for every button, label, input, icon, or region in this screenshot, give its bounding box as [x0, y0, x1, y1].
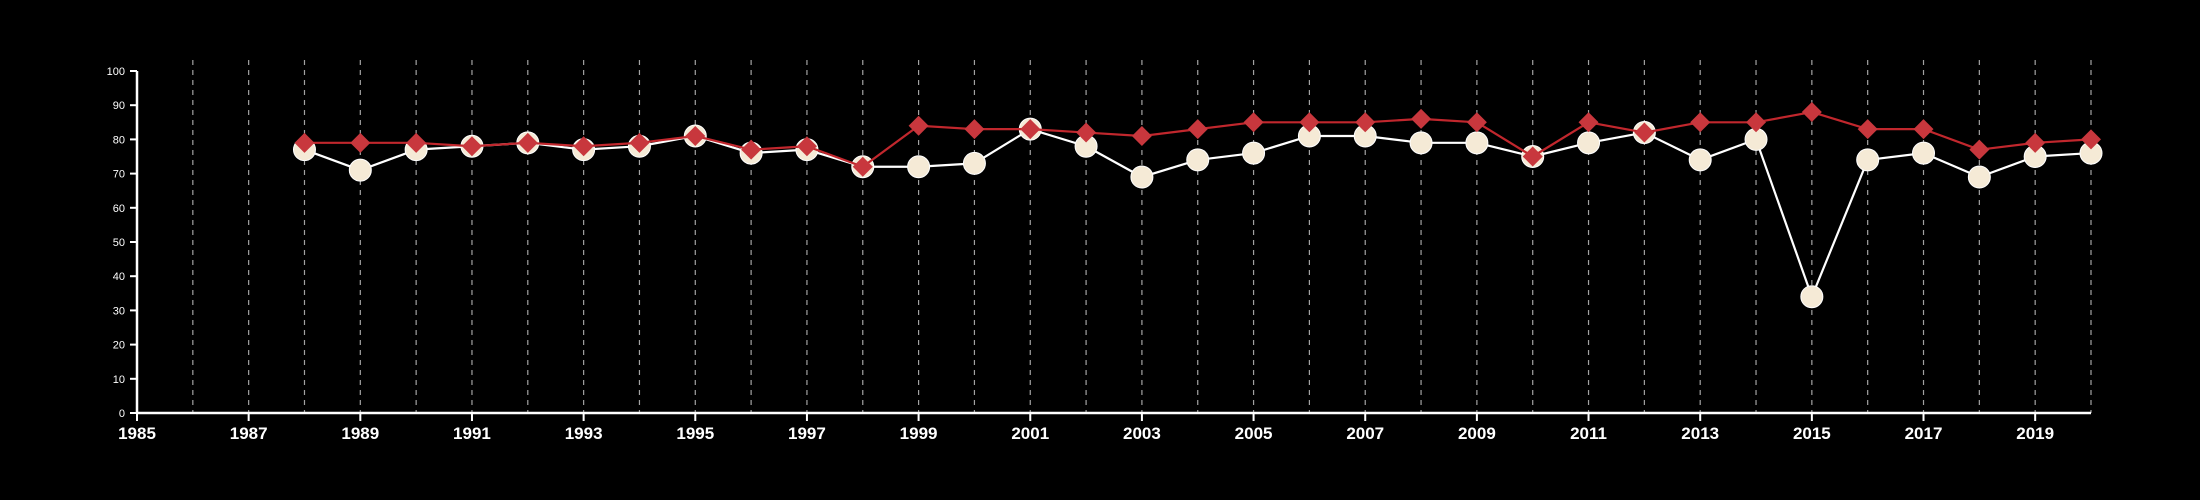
data-series: [292, 102, 2103, 309]
data-point: [2025, 132, 2046, 153]
y-tick-label: 50: [113, 237, 125, 249]
data-point: [294, 132, 315, 153]
data-point: [629, 132, 650, 153]
y-tick-label: 100: [107, 66, 125, 78]
data-point: [1967, 165, 1991, 189]
data-point: [685, 125, 706, 146]
data-point: [907, 155, 931, 179]
y-tick-label: 60: [113, 203, 125, 215]
x-tick-label: 1985: [118, 424, 156, 443]
y-tick-label: 40: [113, 271, 125, 283]
y-tick-label: 30: [113, 305, 125, 317]
x-tick-label: 1995: [676, 424, 714, 443]
data-point: [461, 136, 482, 157]
x-tick-label: 1991: [453, 424, 491, 443]
x-tick-label: 2001: [1011, 424, 1049, 443]
vertical-grid: [192, 60, 2092, 413]
y-tick-label: 20: [113, 340, 125, 352]
data-point: [852, 156, 873, 177]
data-point: [1131, 125, 1152, 146]
data-point: [1912, 141, 1936, 165]
data-point: [1076, 122, 1097, 143]
data-point: [1857, 119, 1878, 140]
x-tick-label: 1989: [341, 424, 379, 443]
data-point: [1409, 131, 1433, 155]
x-tick-label: 2017: [1905, 424, 1943, 443]
x-tick-label: 2005: [1235, 424, 1273, 443]
data-point: [1578, 112, 1599, 133]
x-tick-label: 2003: [1123, 424, 1161, 443]
data-point: [2081, 129, 2101, 150]
data-point: [1746, 112, 1767, 133]
data-point: [964, 119, 985, 140]
tick-marks: [130, 70, 2037, 421]
data-point: [962, 151, 986, 175]
data-point: [1242, 141, 1266, 165]
x-tick-label: 1997: [788, 424, 826, 443]
y-tick-label: 10: [113, 374, 125, 386]
data-point: [1130, 165, 1154, 189]
data-point: [908, 115, 929, 136]
data-point: [1020, 119, 1041, 140]
data-point: [1800, 285, 1824, 309]
x-tick-label: 1999: [900, 424, 938, 443]
data-point: [350, 132, 371, 153]
x-tick-label: 2007: [1346, 424, 1384, 443]
data-point: [741, 139, 762, 160]
data-point: [573, 136, 594, 157]
data-point: [796, 136, 817, 157]
y-tick-label: 90: [113, 100, 125, 112]
y-tick-label: 0: [119, 408, 125, 420]
data-point: [1856, 148, 1880, 172]
axes: [135, 71, 2091, 415]
x-tick-labels: 1985 1987 1989 1991 1993 1995 1997 1999 2001 2003…: [118, 424, 2054, 443]
x-tick-label: 1993: [565, 424, 603, 443]
data-point: [1688, 148, 1712, 172]
x-tick-label: 2019: [2016, 424, 2054, 443]
data-point: [1187, 119, 1208, 140]
y-tick-label: 70: [113, 169, 125, 181]
data-point: [1969, 139, 1990, 160]
data-point: [1913, 119, 1934, 140]
data-point: [1522, 146, 1543, 167]
x-tick-label: 2011: [1570, 424, 1607, 443]
data-point: [1466, 112, 1487, 133]
data-point: [517, 132, 538, 153]
data-point: [1465, 131, 1489, 155]
y-tick-label: 80: [113, 134, 125, 146]
data-point: [1243, 112, 1264, 133]
data-point: [1634, 122, 1655, 143]
data-point: [1186, 148, 1210, 172]
x-tick-label: 2009: [1458, 424, 1496, 443]
data-point: [1801, 102, 1822, 123]
y-tick-labels: 0 10 20 30 40 50 60 70 80 90 100: [107, 66, 125, 420]
data-point: [1411, 108, 1432, 129]
data-point: [348, 158, 372, 182]
x-tick-label: 1987: [230, 424, 268, 443]
data-point: [1577, 131, 1601, 155]
data-point: [1690, 112, 1711, 133]
data-point: [1299, 112, 1320, 133]
data-point: [406, 132, 427, 153]
x-tick-label: 2013: [1681, 424, 1719, 443]
series-2: [294, 102, 2101, 177]
x-tick-label: 2015: [1793, 424, 1831, 443]
series-1: [292, 117, 2103, 309]
data-point: [1355, 112, 1376, 133]
